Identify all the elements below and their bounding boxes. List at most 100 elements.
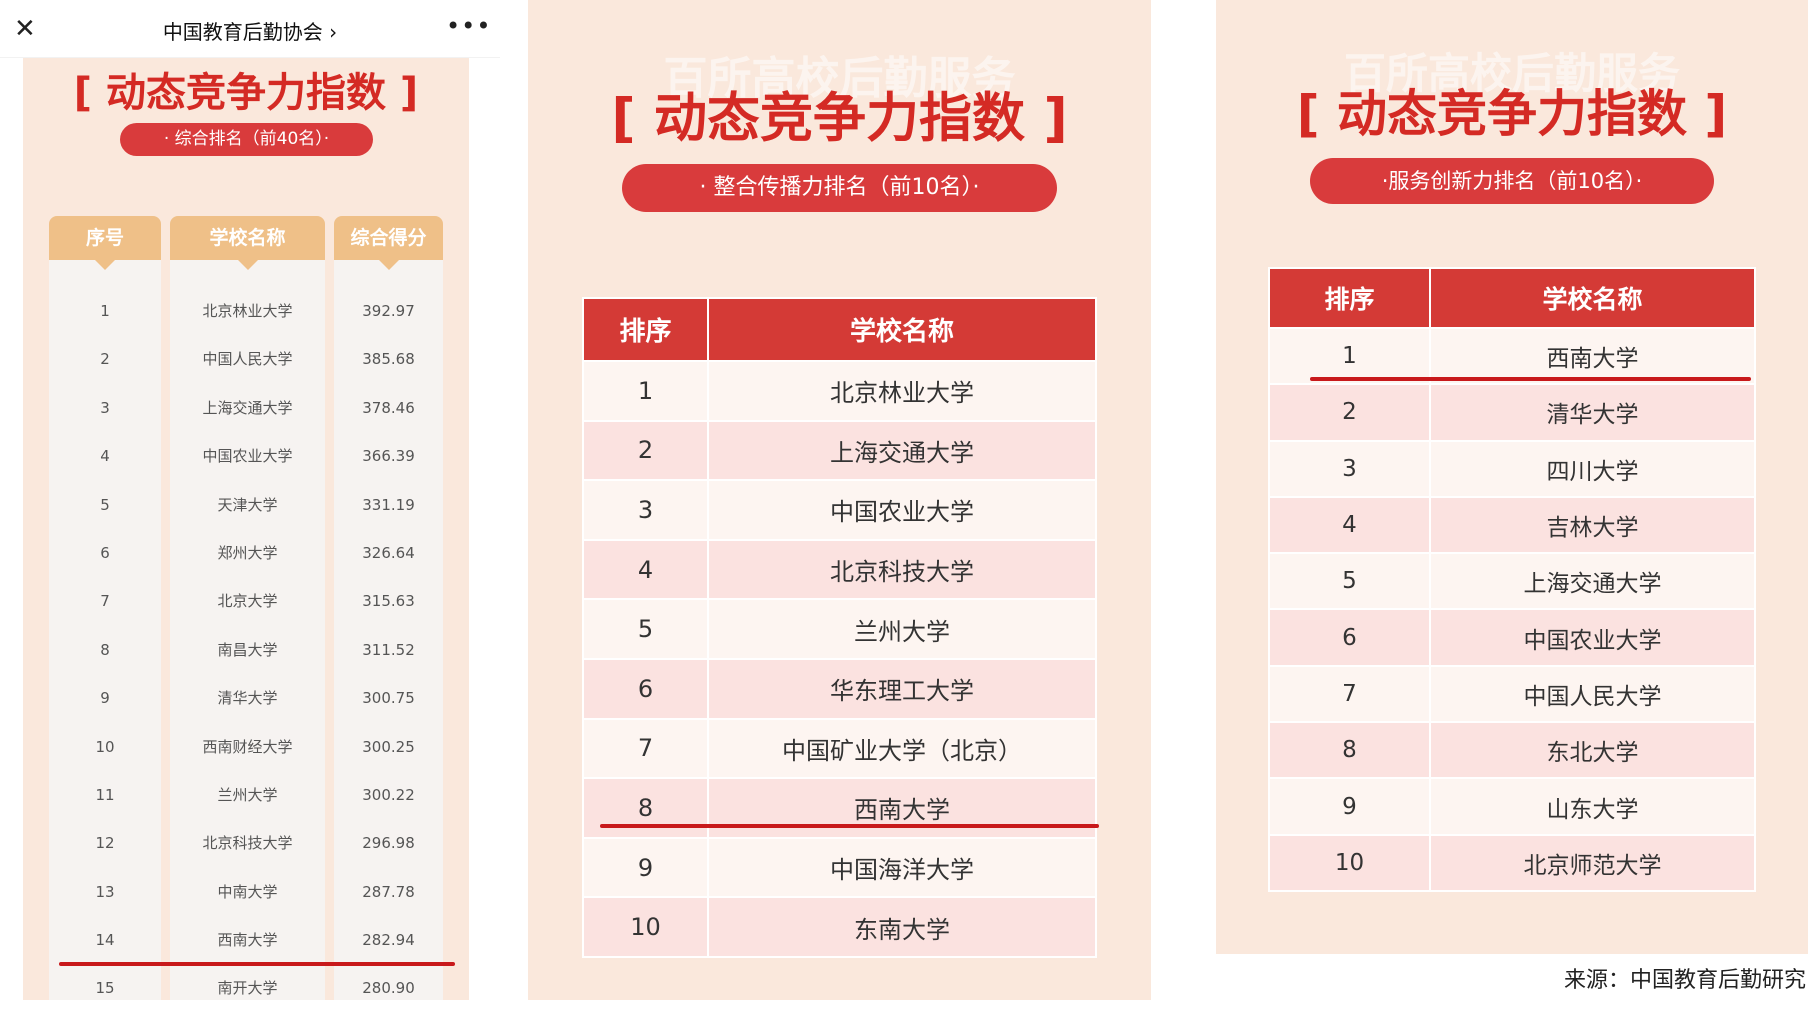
school-cell: 天津大学	[217, 495, 278, 514]
table-row: 8 西南大学	[582, 777, 1097, 839]
panel3-title: [ 动态竞争力指数 ]	[1296, 85, 1728, 143]
rank-cell: 4	[1268, 495, 1431, 555]
column-header: 排序	[582, 297, 709, 362]
rank-cell: 4	[100, 447, 110, 466]
table-row: 6 中国农业大学	[1268, 608, 1756, 667]
rank-cell: 10	[1268, 833, 1431, 892]
table-row: 13 中南大学 287.78	[49, 868, 443, 916]
school-cell: 清华大学	[1429, 383, 1756, 442]
rank-cell: 7	[1268, 664, 1431, 724]
score-cell: 385.68	[362, 350, 415, 369]
table-row: 1 西南大学	[1268, 326, 1756, 386]
school-cell: 上海交通大学	[1429, 552, 1756, 611]
col-bg	[49, 260, 161, 1000]
school-cell: 吉林大学	[1429, 495, 1756, 555]
table-row: 7 北京大学 315.63	[49, 577, 443, 625]
score-cell: 378.46	[362, 398, 415, 417]
table-header-row: 排序 学校名称	[582, 297, 1097, 362]
rank-cell: 13	[95, 882, 115, 901]
table-row: 3 四川大学	[1268, 439, 1756, 498]
school-cell: 北京科技大学	[707, 538, 1097, 601]
rank-cell: 9	[582, 836, 709, 899]
column-header: 学校名称	[1429, 267, 1756, 329]
overall-ranking-list: 1 北京林业大学 392.97 2 中国人民大学 385.68 3 上海交通大学 378.46 4…	[49, 287, 443, 1013]
watermark: 百所高校后勤服务	[663, 53, 1016, 104]
table-row: 10 北京师范大学	[1268, 833, 1756, 892]
watermark: 百所高校后勤服务	[1343, 49, 1680, 98]
table-row: 5 天津大学 331.19	[49, 481, 443, 529]
rank-cell: 2	[100, 350, 110, 369]
column-header: 综合得分	[334, 216, 443, 270]
table-row: 7 中国人民大学	[1268, 664, 1756, 724]
col-bg	[334, 260, 443, 1000]
table-row: 3 中国农业大学	[582, 479, 1097, 541]
more-icon[interactable]: •••	[446, 12, 492, 40]
panel1-subtitle: · 综合排名（前40名）·	[120, 123, 373, 156]
rank-cell: 2	[582, 419, 709, 482]
score-cell: 300.75	[362, 689, 415, 708]
account-title[interactable]: 中国教育后勤协会 ›	[162, 20, 338, 44]
source-note: 来源：中国教育后勤研究	[1563, 968, 1806, 993]
rank-cell: 2	[1268, 383, 1431, 442]
table-row: 15 南开大学 280.90	[49, 964, 443, 1012]
table-row: 4 北京科技大学	[582, 538, 1097, 601]
rank-cell: 5	[100, 495, 110, 514]
rank-cell: 10	[582, 896, 709, 958]
rank-cell: 6	[100, 543, 110, 562]
table-row: 1 北京林业大学 392.97	[49, 287, 443, 335]
innovation-ranking-table: 排序 学校名称 1 西南大学 2 清华大学 3 四川大学 4 吉林大学 5 上海交通大学 6 中国农业大学…	[1268, 267, 1756, 892]
score-cell: 300.25	[362, 737, 415, 756]
table-row: 8 东北大学	[1268, 721, 1756, 780]
close-icon[interactable]: ✕	[14, 14, 36, 44]
col-bg	[170, 260, 325, 1000]
school-cell: 兰州大学	[707, 598, 1097, 660]
school-cell: 郑州大学	[217, 543, 278, 562]
table-row: 3 上海交通大学 378.46	[49, 384, 443, 432]
school-cell: 华东理工大学	[707, 657, 1097, 720]
score-cell: 287.78	[362, 882, 415, 901]
rank-cell: 4	[582, 538, 709, 601]
score-cell: 311.52	[362, 640, 415, 659]
rank-cell: 6	[1268, 608, 1431, 667]
rank-cell: 9	[1268, 777, 1431, 836]
table-row: 10 东南大学	[582, 896, 1097, 958]
table-row: 2 中国人民大学 385.68	[49, 335, 443, 383]
rank-cell: 3	[100, 398, 110, 417]
top-bar	[0, 0, 500, 58]
table-row: 10 西南财经大学 300.25	[49, 723, 443, 771]
rank-cell: 1	[582, 360, 709, 422]
school-cell: 西南财经大学	[202, 737, 293, 756]
school-cell: 上海交通大学	[202, 398, 293, 417]
score-cell: 331.19	[362, 495, 415, 514]
rank-cell: 1	[100, 302, 110, 320]
rank-cell: 12	[95, 834, 115, 853]
school-cell: 清华大学	[217, 689, 278, 708]
school-cell: 南昌大学	[217, 640, 278, 659]
rank-cell: 9	[100, 689, 110, 708]
panel3-subtitle: ·服务创新力排名（前10名）·	[1310, 158, 1714, 204]
communication-ranking-table: 排序 学校名称 1 北京林业大学 2 上海交通大学 3 中国农业大学 4 北京科技大学 5 兰州大学 6…	[582, 297, 1097, 958]
rank-cell: 1	[1268, 326, 1431, 386]
table-row: 6 华东理工大学	[582, 657, 1097, 720]
table-row: 5 上海交通大学	[1268, 552, 1756, 611]
table-row: 9 清华大学 300.75	[49, 674, 443, 722]
school-cell: 四川大学	[1429, 439, 1756, 498]
score-cell: 326.64	[362, 543, 415, 562]
table-row: 5 兰州大学	[582, 598, 1097, 660]
rank-cell: 8	[582, 777, 709, 839]
table-row: 1 北京林业大学	[582, 360, 1097, 422]
table-row: 6 郑州大学 326.64	[49, 529, 443, 577]
school-cell: 北京师范大学	[1429, 833, 1756, 892]
rank-cell: 8	[1268, 721, 1431, 780]
school-cell: 中国矿业大学（北京）	[707, 717, 1097, 780]
table-row: 9 山东大学	[1268, 777, 1756, 836]
score-cell: 392.97	[362, 302, 415, 320]
school-cell: 东南大学	[707, 896, 1097, 958]
table-row: 7 中国矿业大学（北京）	[582, 717, 1097, 780]
rank-cell: 8	[100, 640, 110, 659]
school-cell: 中国人民大学	[202, 350, 293, 369]
table-row: 2 上海交通大学	[582, 419, 1097, 482]
school-cell: 东北大学	[1429, 721, 1756, 780]
score-cell: 282.94	[362, 931, 415, 950]
school-cell: 西南大学	[1429, 326, 1756, 386]
